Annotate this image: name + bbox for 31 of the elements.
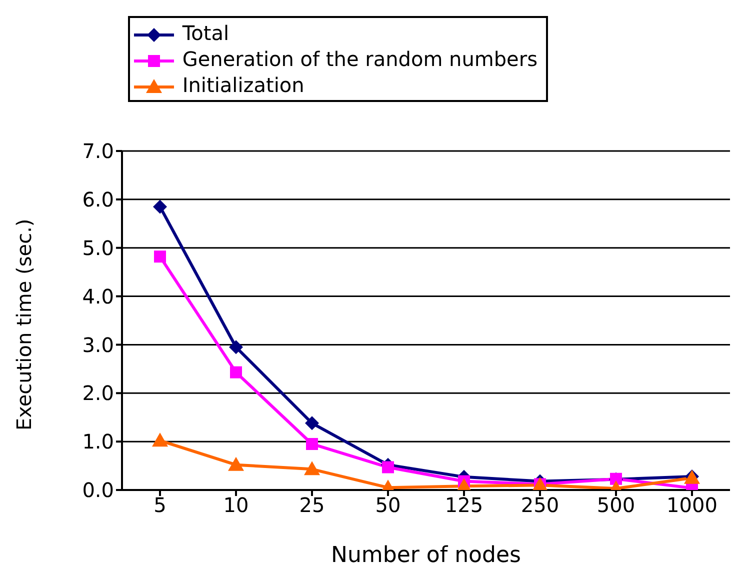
- y-tick-label: 3.0: [82, 332, 114, 357]
- point: [228, 456, 244, 471]
- x-tick-label: 50: [375, 493, 401, 518]
- y-tick-label: 7.0: [82, 139, 114, 164]
- point: [305, 416, 319, 430]
- legend-label: Generation of the random numbers: [182, 47, 538, 71]
- point: [154, 250, 166, 263]
- x-tick-label: 10: [223, 493, 249, 518]
- y-tick-label: 2.0: [82, 381, 114, 406]
- x-tick-label: 1000: [666, 493, 718, 518]
- y-tick-label: 4.0: [82, 284, 114, 308]
- y-tick-label: 6.0: [82, 188, 114, 212]
- legend-label: Initialization: [182, 73, 304, 97]
- x-tick-label: 500: [596, 493, 636, 518]
- x-tick-label: 25: [299, 493, 325, 518]
- point: [152, 432, 168, 447]
- point: [153, 200, 167, 214]
- x-tick-label: 5: [154, 493, 166, 518]
- point: [229, 340, 243, 354]
- point: [230, 366, 242, 378]
- x-tick-label: 125: [444, 493, 484, 518]
- y-axis-title: Execution time (sec.): [12, 218, 36, 430]
- point: [306, 438, 318, 450]
- point: [304, 461, 320, 476]
- y-tick-label: 0.0: [82, 478, 114, 502]
- y-tick-label: 5.0: [82, 236, 114, 260]
- x-axis-title: Number of nodes: [331, 543, 521, 568]
- x-tick-label: 250: [520, 493, 560, 518]
- legend-label: Total: [182, 21, 230, 45]
- y-tick-label: 1.0: [82, 430, 114, 454]
- point: [382, 461, 394, 474]
